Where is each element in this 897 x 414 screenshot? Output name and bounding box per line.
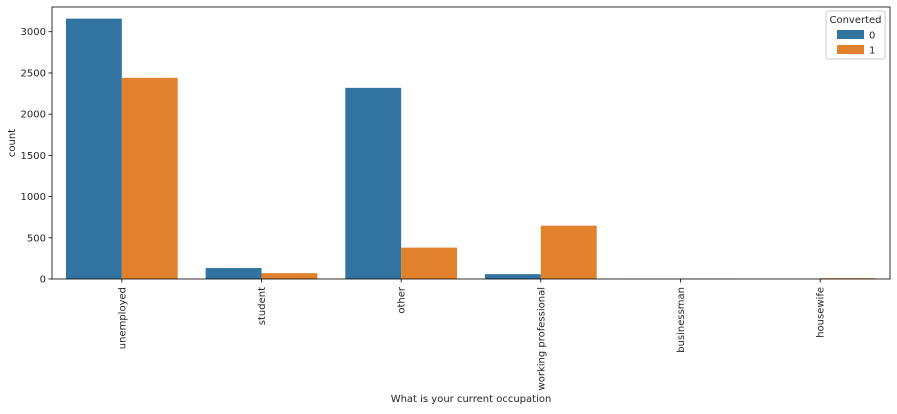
bar-student-series-0 — [206, 268, 262, 279]
bar-student-series-1 — [262, 273, 318, 279]
bar-unemployed-series-0 — [66, 19, 122, 279]
legend-swatch-1 — [837, 45, 864, 54]
legend: Converted 0 1 — [826, 11, 885, 59]
x-tick-label-housewife: housewife — [816, 287, 827, 338]
bar-other-series-1 — [401, 248, 457, 279]
x-tick-label-unemployed: unemployed — [117, 287, 128, 349]
legend-title: Converted — [829, 15, 881, 26]
y-tick-label-3000: 3000 — [21, 27, 46, 38]
y-tick-label-2500: 2500 — [21, 68, 46, 79]
y-axis-ticks: 0 500 1000 1500 2000 2500 3000 — [21, 27, 52, 285]
legend-label-0: 0 — [869, 31, 875, 42]
legend-swatch-0 — [837, 30, 864, 39]
x-axis-label: What is your current occupation — [391, 394, 552, 405]
y-tick-label-1500: 1500 — [21, 151, 46, 162]
x-tick-label-businessman: businessman — [676, 287, 687, 353]
y-tick-label-0: 0 — [40, 275, 46, 286]
y-tick-label-500: 500 — [27, 233, 46, 244]
legend-label-1: 1 — [869, 46, 875, 57]
bars — [66, 19, 876, 279]
bar-unemployed-series-1 — [122, 78, 178, 279]
x-tick-label-other: other — [397, 286, 408, 314]
bar-other-series-0 — [345, 88, 401, 279]
x-tick-label-student: student — [257, 287, 268, 325]
bar-working-professional-series-1 — [541, 226, 597, 279]
y-tick-label-1000: 1000 — [21, 192, 46, 203]
y-tick-label-2000: 2000 — [21, 110, 46, 121]
x-axis-ticks: unemployed student other working profession… — [117, 279, 826, 390]
bar-working-professional-series-0 — [485, 274, 541, 279]
x-tick-label-working-professional: working professional — [536, 287, 547, 390]
y-axis-label: count — [7, 129, 18, 157]
